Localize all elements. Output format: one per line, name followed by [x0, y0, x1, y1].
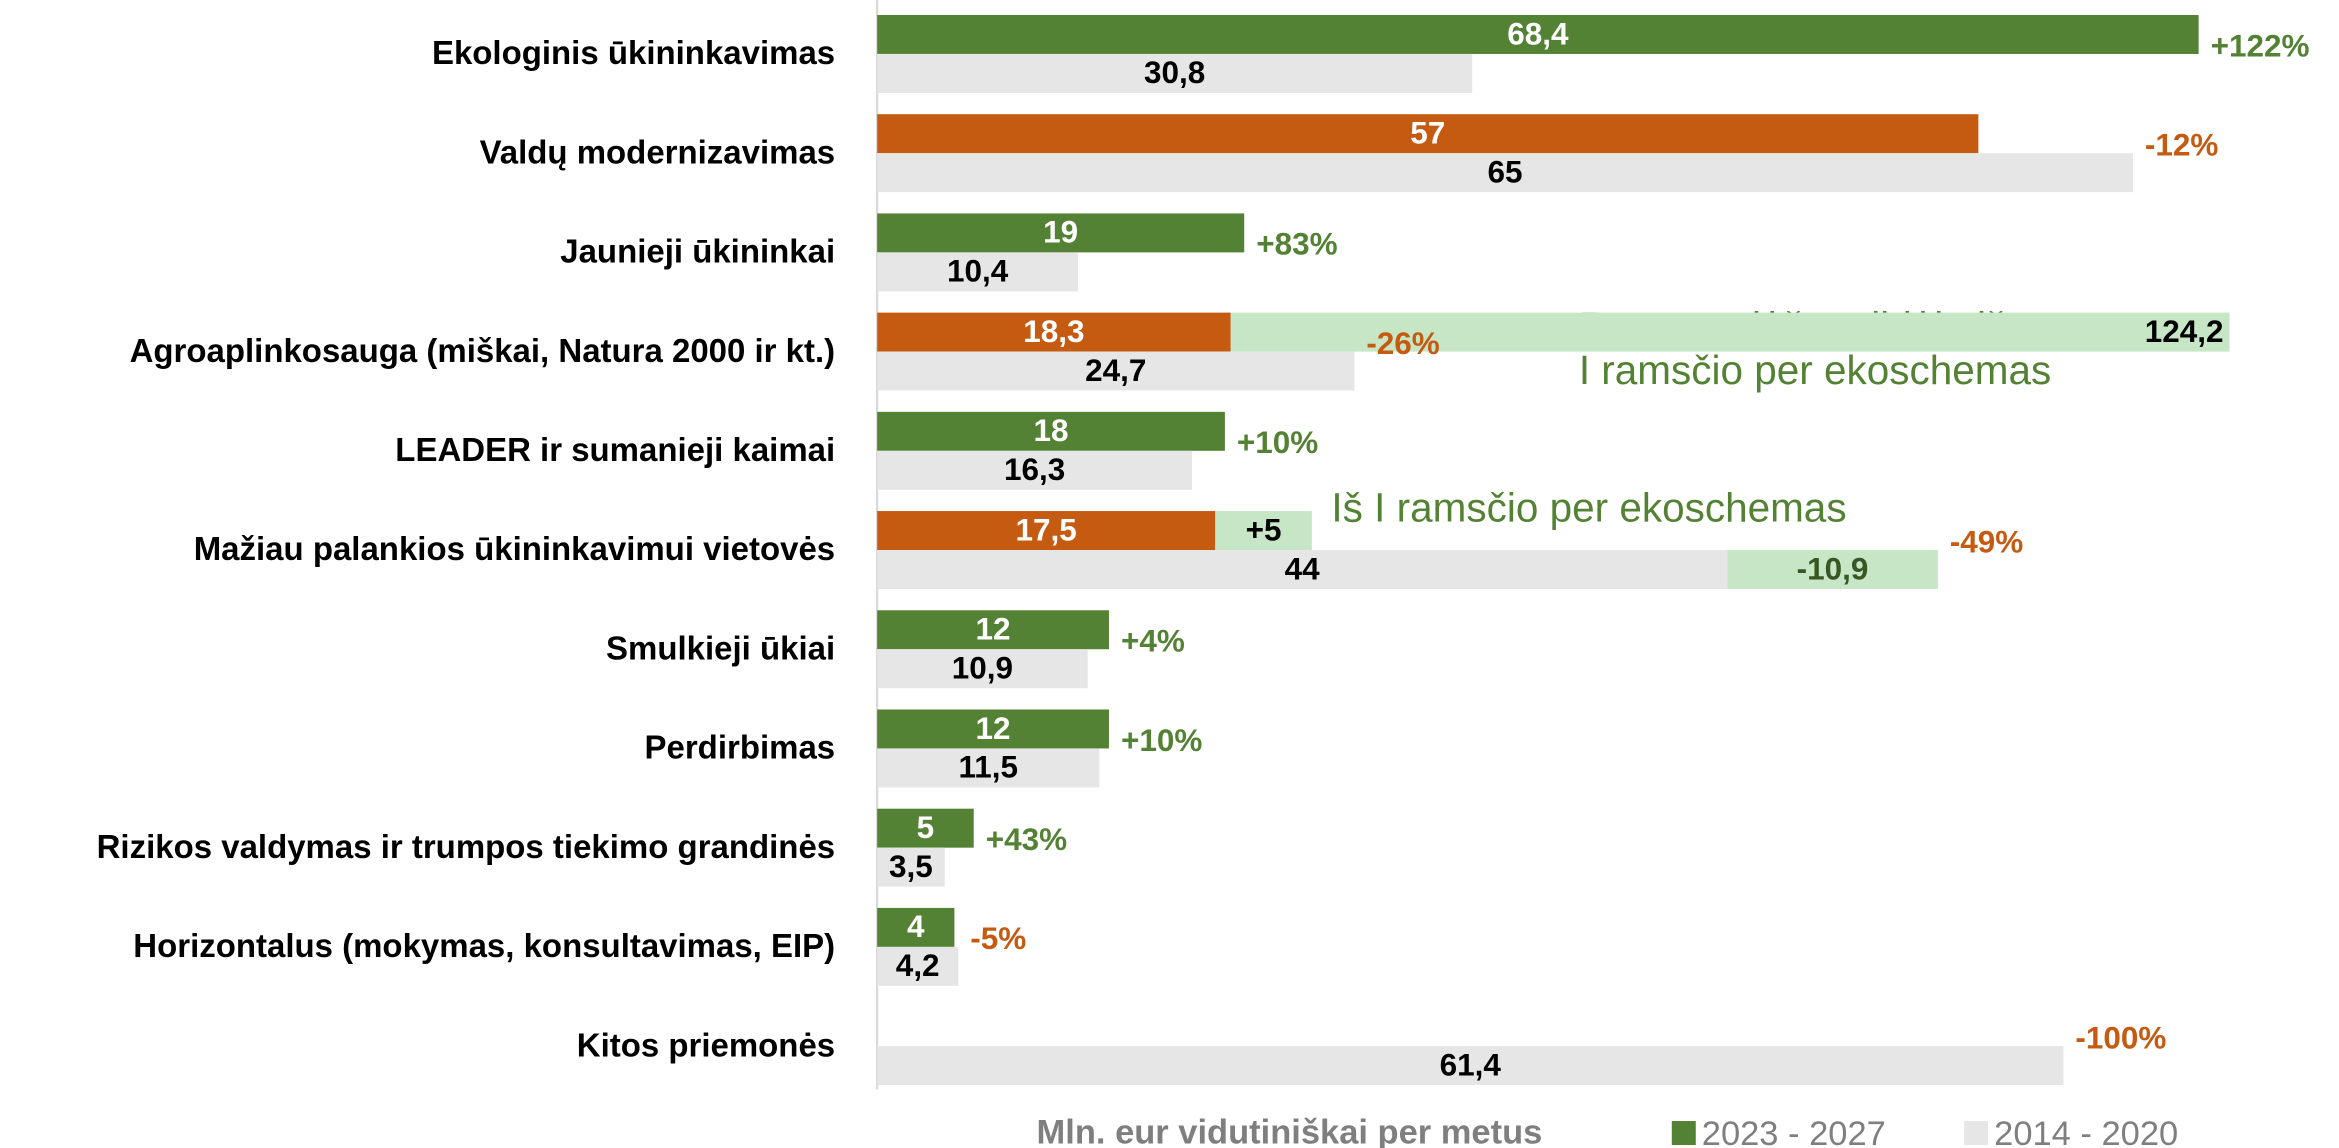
bar [877, 1046, 2064, 1086]
change-label: +4% [1121, 624, 1185, 659]
category-label: LEADER ir sumanieji kaimai [395, 431, 835, 468]
category-label: Agroaplinkosauga (miškai, Natura 2000 ir… [130, 332, 836, 369]
bar [877, 847, 945, 887]
extra-segment [1215, 511, 1312, 551]
extra-segment [1230, 312, 2230, 352]
value-label: 24,7 [1085, 353, 1146, 388]
bar [877, 610, 1109, 650]
legend-swatch [1964, 1121, 1989, 1146]
change-label: -12% [2145, 127, 2218, 162]
bar [877, 450, 1193, 490]
category-label: Perdirbimas [645, 729, 836, 766]
value-label: 30,8 [1144, 55, 1205, 90]
bar [877, 808, 974, 848]
change-label: +83% [1256, 227, 1337, 262]
extra-label: +5 [1246, 512, 1282, 547]
value-label: 19 [1043, 215, 1078, 250]
bar [877, 252, 1079, 292]
value-label: 18,3 [1023, 314, 1084, 349]
legend-swatch [1671, 1121, 1696, 1146]
bar [877, 709, 1109, 749]
annotation: Iš I ramsčio per ekoschemas [1331, 485, 1846, 531]
extra-label: 124,2 [2145, 314, 2224, 349]
bar [877, 114, 1979, 154]
category-label: Kitos priemonės [577, 1026, 835, 1063]
change-label: -26% [1366, 326, 1439, 361]
category-label: Jaunieji ūkininkai [560, 233, 835, 270]
value-label: 68,4 [1507, 16, 1569, 51]
value-label: 44 [1285, 551, 1321, 586]
bar [877, 649, 1088, 689]
plot-area [877, 14, 2230, 1086]
category-label: Rizikos valdymas ir trumpos tiekimo gran… [97, 828, 836, 865]
bar [877, 213, 1245, 253]
bar [877, 153, 2133, 193]
bar [877, 53, 1473, 93]
category-label: Valdų modernizavimas [480, 133, 836, 170]
extra-label: -10,9 [1797, 551, 1869, 586]
value-label: 12 [976, 711, 1011, 746]
value-label: 12 [976, 612, 1011, 647]
category-label: Ekologinis ūkininkavimas [432, 34, 835, 71]
value-label: 3,5 [889, 849, 933, 884]
value-label: 10,4 [947, 254, 1009, 289]
bar [877, 351, 1355, 391]
bar [877, 946, 959, 986]
legend-label: 2014 - 2020 [1994, 1115, 2178, 1148]
value-label: 18 [1033, 413, 1068, 448]
bar [877, 550, 1728, 589]
value-label: 10,9 [952, 651, 1013, 686]
change-label: -5% [970, 921, 1026, 956]
bar [877, 312, 1231, 352]
bar [877, 511, 1216, 551]
change-label: -100% [2075, 1020, 2166, 1055]
value-label: 57 [1410, 115, 1445, 150]
category-label: Mažiau palankios ūkininkavimui vietovės [194, 530, 835, 567]
bar [877, 748, 1100, 788]
value-label: 11,5 [958, 750, 1018, 785]
change-label: -49% [1950, 524, 2023, 559]
category-label: Horizontalus (mokymas, konsultavimas, EI… [133, 927, 835, 964]
value-label: 4 [907, 909, 925, 944]
bar [877, 411, 1225, 451]
change-label: +10% [1121, 723, 1202, 758]
change-label: +10% [1237, 425, 1318, 460]
value-label: 65 [1488, 154, 1523, 189]
value-label: 17,5 [1016, 512, 1077, 547]
x-axis-label: Mln. eur vidutiniškai per metus [1037, 1114, 1543, 1148]
bar [877, 14, 2199, 54]
value-label: 4,2 [896, 948, 940, 983]
value-label: 16,3 [1004, 452, 1065, 487]
extra-segment [1727, 550, 1938, 589]
value-label: 5 [917, 810, 935, 845]
change-label: +43% [986, 822, 1067, 857]
legend-label: 2023 - 2027 [1702, 1115, 1886, 1148]
bar [877, 907, 955, 947]
category-label: Smulkieji ūkiai [606, 629, 835, 666]
annotation: I ramsčio per ekoschemas [1579, 347, 2051, 393]
change-label: +122% [2211, 28, 2310, 63]
value-label: 61,4 [1440, 1047, 1502, 1082]
